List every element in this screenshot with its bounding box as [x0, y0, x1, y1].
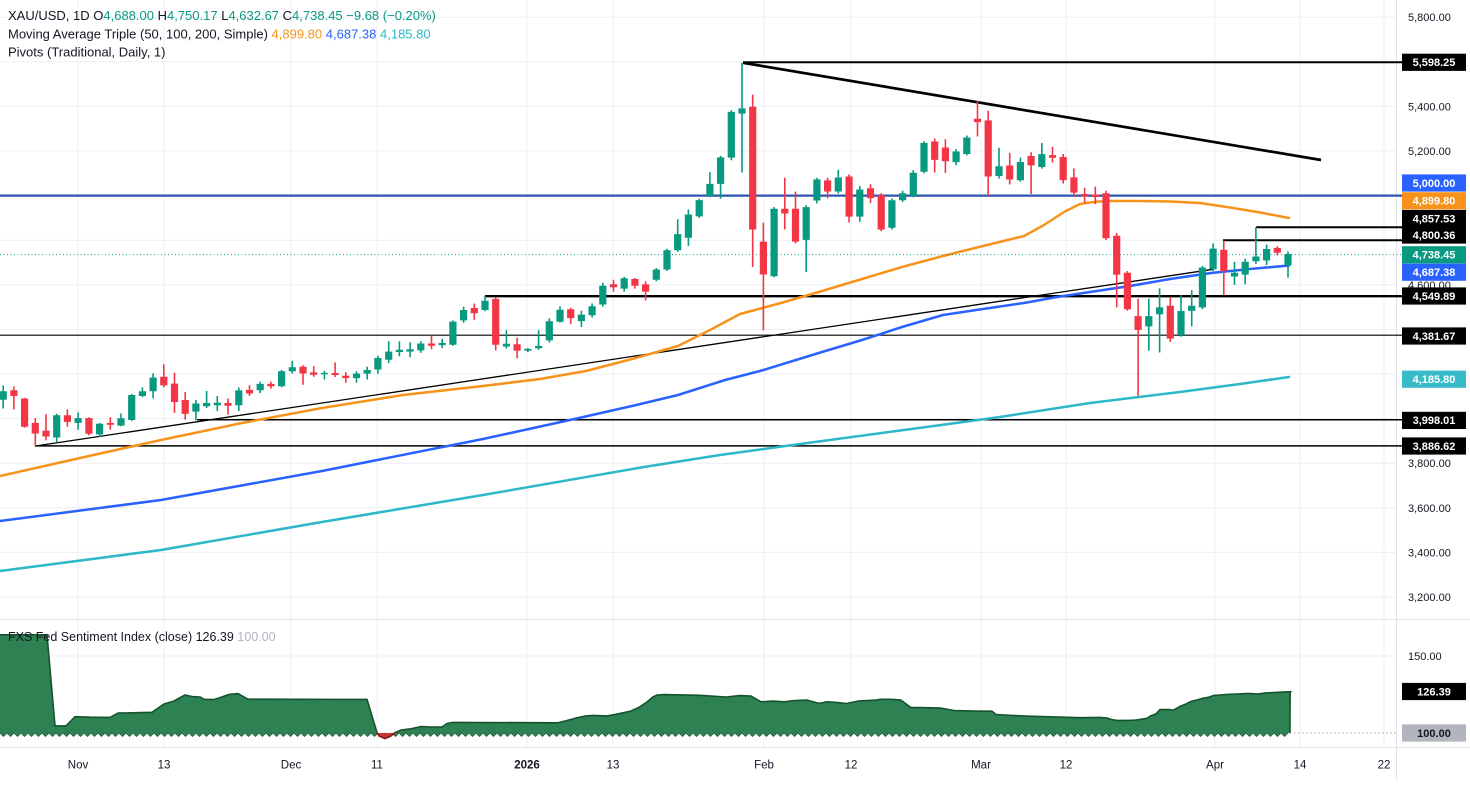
- svg-text:4,687.38: 4,687.38: [1413, 267, 1456, 279]
- svg-text:XAU/USD, 1D O4,688.00 H4,750.: XAU/USD, 1D O4,688.00 H4,750.17 L4,632.6…: [8, 8, 436, 23]
- svg-text:4,185.80: 4,185.80: [1413, 374, 1456, 386]
- svg-text:4,738.45: 4,738.45: [1413, 250, 1456, 262]
- svg-text:3,200.00: 3,200.00: [1408, 592, 1451, 604]
- svg-text:13: 13: [607, 760, 620, 772]
- svg-text:3,998.01: 3,998.01: [1413, 415, 1456, 427]
- svg-text:12: 12: [1060, 760, 1073, 772]
- svg-text:2026: 2026: [514, 760, 540, 772]
- svg-text:3,886.62: 3,886.62: [1413, 441, 1456, 453]
- svg-text:Mar: Mar: [971, 760, 991, 772]
- svg-text:5,800.00: 5,800.00: [1408, 12, 1451, 24]
- svg-text:5,598.25: 5,598.25: [1413, 57, 1456, 69]
- svg-text:3,400.00: 3,400.00: [1408, 547, 1451, 559]
- svg-text:3,600.00: 3,600.00: [1408, 503, 1451, 515]
- svg-text:Pivots (Traditional, Daily, 1): Pivots (Traditional, Daily, 1): [8, 45, 166, 60]
- svg-text:4,549.89: 4,549.89: [1413, 291, 1456, 303]
- svg-text:FXS Fed Sentiment Index (close: FXS Fed Sentiment Index (close) 126.39 1…: [8, 630, 276, 644]
- svg-text:Dec: Dec: [281, 760, 302, 772]
- svg-text:5,200.00: 5,200.00: [1408, 146, 1451, 158]
- svg-text:4,800.36: 4,800.36: [1413, 230, 1456, 242]
- svg-text:22: 22: [1378, 760, 1391, 772]
- svg-text:13: 13: [158, 760, 171, 772]
- svg-text:Nov: Nov: [68, 760, 89, 772]
- svg-text:5,400.00: 5,400.00: [1408, 101, 1451, 113]
- svg-text:126.39: 126.39: [1417, 686, 1451, 698]
- svg-text:14: 14: [1294, 760, 1307, 772]
- svg-text:Feb: Feb: [754, 760, 774, 772]
- svg-text:Moving Average Triple (50, 100: Moving Average Triple (50, 100, 200, Sim…: [8, 27, 431, 42]
- svg-text:5,000.00: 5,000.00: [1413, 178, 1456, 190]
- svg-text:4,857.53: 4,857.53: [1413, 213, 1456, 225]
- svg-text:4,381.67: 4,381.67: [1413, 331, 1456, 343]
- svg-text:3,800.00: 3,800.00: [1408, 458, 1451, 470]
- svg-text:100.00: 100.00: [1417, 728, 1451, 740]
- svg-text:11: 11: [371, 760, 383, 772]
- svg-text:4,899.80: 4,899.80: [1413, 196, 1456, 208]
- svg-text:150.00: 150.00: [1408, 651, 1442, 663]
- svg-text:Apr: Apr: [1206, 760, 1224, 772]
- svg-text:12: 12: [845, 760, 858, 772]
